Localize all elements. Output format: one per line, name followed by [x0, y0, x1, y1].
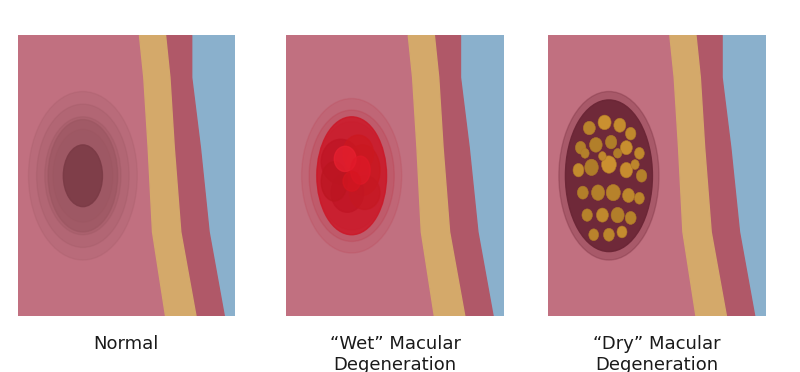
Text: “Wet” Macular
Degeneration: “Wet” Macular Degeneration: [330, 335, 461, 372]
Ellipse shape: [626, 211, 636, 224]
Ellipse shape: [302, 99, 402, 253]
Ellipse shape: [620, 163, 633, 178]
Ellipse shape: [37, 104, 129, 247]
Ellipse shape: [45, 117, 121, 235]
Ellipse shape: [626, 127, 636, 140]
Ellipse shape: [598, 115, 611, 130]
Ellipse shape: [583, 121, 595, 135]
Ellipse shape: [566, 100, 653, 251]
Ellipse shape: [606, 185, 620, 201]
Ellipse shape: [620, 141, 632, 155]
Ellipse shape: [614, 118, 626, 132]
Ellipse shape: [611, 207, 624, 223]
Ellipse shape: [317, 117, 386, 235]
Ellipse shape: [582, 209, 592, 221]
Ellipse shape: [581, 148, 589, 158]
Polygon shape: [166, 35, 224, 316]
Polygon shape: [183, 35, 235, 316]
Ellipse shape: [614, 148, 622, 158]
Polygon shape: [452, 35, 504, 316]
Polygon shape: [714, 35, 766, 316]
Ellipse shape: [48, 119, 118, 232]
Ellipse shape: [331, 173, 364, 212]
Ellipse shape: [597, 208, 608, 222]
Ellipse shape: [343, 171, 360, 191]
Ellipse shape: [636, 170, 646, 182]
Ellipse shape: [589, 229, 598, 241]
Ellipse shape: [53, 129, 113, 222]
Ellipse shape: [573, 163, 584, 177]
Text: “Dry” Macular
Degeneration: “Dry” Macular Degeneration: [593, 335, 721, 372]
Ellipse shape: [29, 92, 138, 260]
Polygon shape: [696, 35, 754, 316]
Ellipse shape: [559, 92, 659, 260]
Ellipse shape: [606, 135, 617, 149]
Ellipse shape: [63, 145, 102, 207]
Ellipse shape: [575, 141, 586, 154]
Polygon shape: [670, 35, 726, 316]
Ellipse shape: [350, 176, 380, 209]
Polygon shape: [408, 35, 465, 316]
Ellipse shape: [309, 110, 394, 241]
Text: Normal: Normal: [94, 335, 159, 353]
Ellipse shape: [591, 185, 605, 201]
Ellipse shape: [631, 160, 639, 170]
Ellipse shape: [634, 192, 644, 204]
Ellipse shape: [350, 156, 370, 184]
Ellipse shape: [317, 122, 386, 230]
Ellipse shape: [603, 228, 614, 241]
Ellipse shape: [322, 162, 347, 201]
Polygon shape: [139, 35, 196, 316]
Polygon shape: [434, 35, 493, 316]
Ellipse shape: [634, 147, 644, 159]
Ellipse shape: [334, 146, 356, 171]
Ellipse shape: [598, 152, 606, 161]
Ellipse shape: [585, 159, 598, 176]
Ellipse shape: [345, 145, 380, 195]
Ellipse shape: [602, 156, 616, 173]
Ellipse shape: [578, 186, 588, 199]
Ellipse shape: [590, 138, 602, 152]
Ellipse shape: [617, 226, 627, 238]
Ellipse shape: [622, 188, 634, 202]
Ellipse shape: [343, 135, 374, 171]
Ellipse shape: [322, 139, 360, 184]
